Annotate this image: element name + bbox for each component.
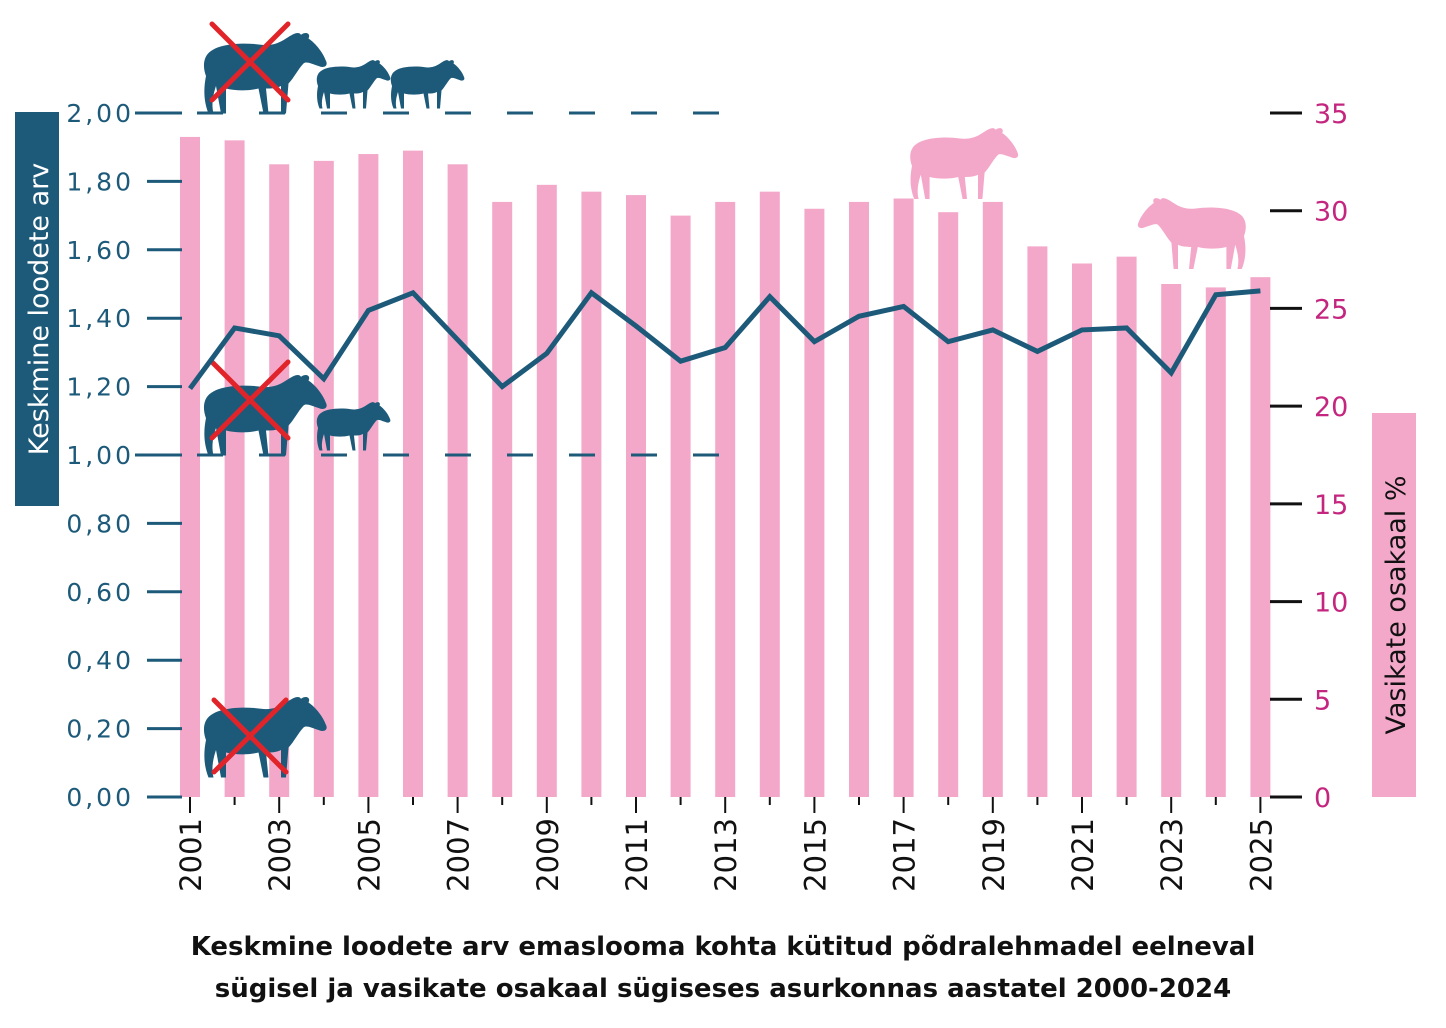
x-axis-tick-label: 2003 bbox=[263, 818, 297, 892]
left-axis-tick-label: 1,20 bbox=[66, 373, 134, 402]
moose-calf-grazing-icon bbox=[910, 128, 1019, 199]
left-axis-label: Keskmine loodete arv bbox=[24, 163, 55, 455]
x-axis-tick-label: 2025 bbox=[1244, 818, 1278, 892]
moose-cow-with-one-calf-icon bbox=[203, 359, 391, 456]
x-axis-tick-label: 2005 bbox=[352, 818, 386, 892]
x-axis-tick-label: 2015 bbox=[798, 818, 832, 892]
left-axis-tick-label: 0,00 bbox=[66, 783, 134, 812]
moose-calf-icon bbox=[316, 402, 391, 451]
left-axis-tick-label: 0,40 bbox=[66, 646, 134, 675]
bar bbox=[224, 140, 245, 798]
left-axis: 0,00 0,20 0,40 0,60 0,80 1,00 1,20 1,40 1,60 1,80… bbox=[66, 99, 182, 812]
bar bbox=[403, 150, 423, 797]
bar bbox=[180, 136, 200, 797]
right-axis-tick-label: 10 bbox=[1314, 588, 1348, 619]
bar bbox=[849, 201, 869, 798]
moose-calf-icon bbox=[316, 60, 391, 109]
right-axis-label-box bbox=[1372, 413, 1416, 797]
right-axis-tick-label: 0 bbox=[1314, 783, 1331, 814]
bar bbox=[938, 212, 959, 797]
x-axis-tick-label: 2001 bbox=[174, 818, 208, 892]
moose-cow-without-calf-icon bbox=[203, 696, 327, 778]
bar bbox=[1205, 287, 1226, 797]
bar bbox=[1027, 246, 1048, 797]
bar-series bbox=[180, 136, 1271, 798]
chart-caption: Keskmine loodete arv emaslooma kohta küt… bbox=[0, 926, 1446, 1010]
right-axis-tick-label: 35 bbox=[1314, 99, 1348, 130]
bar bbox=[358, 154, 379, 798]
bar bbox=[269, 164, 290, 798]
bar bbox=[1161, 284, 1182, 797]
moose-cow-with-two-calves-icon bbox=[203, 21, 465, 114]
bar bbox=[759, 191, 780, 797]
bar bbox=[715, 201, 736, 798]
right-axis-tick-label: 25 bbox=[1314, 294, 1348, 325]
moose-calf-icon bbox=[910, 128, 1019, 199]
left-axis-tick-label: 0,80 bbox=[66, 509, 134, 538]
bar bbox=[1116, 256, 1137, 797]
right-axis: 0 5 10 15 20 25 30 35 bbox=[1270, 99, 1348, 814]
bar bbox=[670, 215, 691, 798]
moose-cow-icon bbox=[203, 32, 327, 114]
left-axis-tick-label: 2,00 bbox=[66, 99, 134, 128]
right-axis-label: Vasikate osakaal % bbox=[1381, 475, 1412, 734]
bar bbox=[581, 191, 602, 797]
left-axis-tick-label: 1,40 bbox=[66, 304, 134, 333]
x-axis-tick-label: 2019 bbox=[977, 818, 1011, 892]
left-axis-tick-label: 1,60 bbox=[66, 236, 134, 265]
bar bbox=[447, 164, 468, 798]
caption-line-2: sügisel ja vasikate osakaal sügiseses as… bbox=[214, 974, 1232, 1004]
moose-calf-icon bbox=[390, 60, 465, 109]
right-axis-tick-label: 5 bbox=[1314, 685, 1331, 716]
bar bbox=[893, 198, 914, 797]
left-axis-label-box bbox=[15, 112, 59, 506]
bar bbox=[313, 160, 334, 797]
cross-mark bbox=[211, 697, 289, 775]
moose-calf-icon bbox=[1137, 198, 1246, 269]
caption-line-1: Keskmine loodete arv emaslooma kohta küt… bbox=[190, 932, 1256, 962]
left-axis-tick-label: 0,20 bbox=[66, 715, 134, 744]
x-axis: 2001 2003 2005 2007 2009 2011 2013 2015 2017 2019… bbox=[174, 797, 1278, 892]
bar bbox=[1072, 263, 1092, 798]
moose-cow-icon bbox=[203, 696, 327, 778]
left-axis-tick-label: 1,80 bbox=[66, 167, 134, 196]
bar bbox=[626, 195, 646, 797]
cross-mark bbox=[209, 21, 291, 103]
line-path bbox=[187, 288, 1261, 391]
right-axis-tick-label: 15 bbox=[1314, 490, 1348, 521]
bar bbox=[982, 201, 1003, 798]
x-axis-tick-label: 2013 bbox=[709, 818, 743, 892]
left-axis-tick-label: 0,60 bbox=[66, 578, 134, 607]
left-axis-tick-label: 1,00 bbox=[66, 441, 134, 470]
x-axis-tick-label: 2017 bbox=[888, 818, 922, 892]
bar bbox=[536, 184, 557, 797]
x-axis-tick-label: 2011 bbox=[620, 818, 654, 892]
bar bbox=[804, 208, 825, 797]
cross-mark bbox=[209, 359, 291, 441]
line-series bbox=[187, 288, 1261, 391]
x-axis-tick-label: 2007 bbox=[442, 818, 476, 892]
x-axis-tick-label: 2023 bbox=[1155, 818, 1189, 892]
x-axis-tick-label: 2021 bbox=[1066, 818, 1100, 892]
bar bbox=[492, 201, 513, 798]
x-axis-tick-label: 2009 bbox=[531, 818, 565, 892]
right-axis-tick-label: 30 bbox=[1314, 197, 1348, 228]
right-axis-tick-label: 20 bbox=[1314, 392, 1348, 423]
bar bbox=[1250, 277, 1271, 797]
icons bbox=[203, 21, 1246, 778]
moose-calf-icon bbox=[1137, 198, 1246, 269]
